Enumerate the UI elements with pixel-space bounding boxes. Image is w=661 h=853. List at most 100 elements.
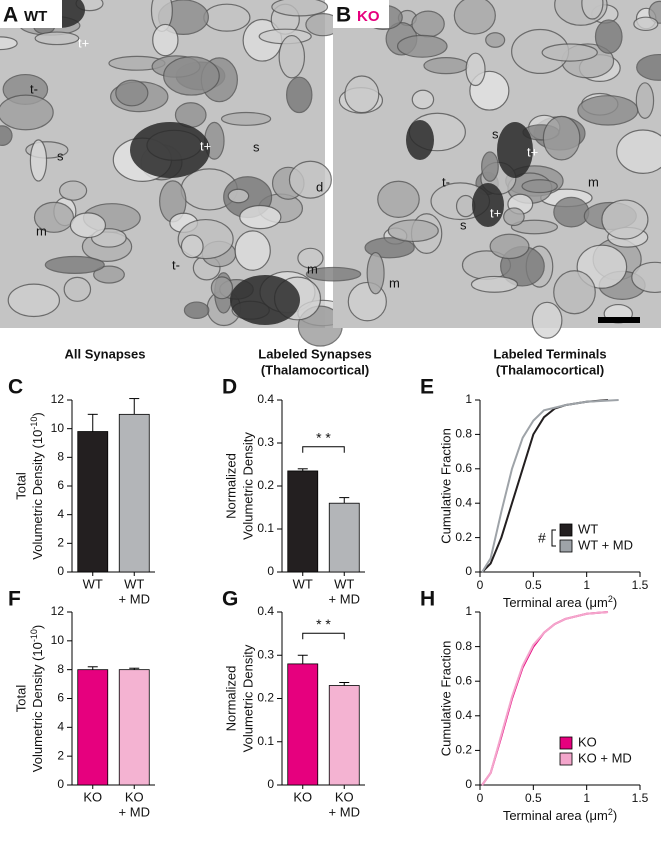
x-tick-label: KO bbox=[335, 789, 354, 804]
texture bbox=[210, 276, 234, 300]
bar bbox=[328, 502, 360, 573]
panel-letter: E bbox=[420, 376, 434, 399]
y-tick-label: 0.3 bbox=[257, 435, 274, 449]
texture bbox=[631, 261, 661, 294]
y-axis-label: Volumetric Density (10-10) bbox=[29, 412, 45, 559]
texture bbox=[7, 283, 61, 318]
label-part: Volumetric Density (10 bbox=[30, 430, 45, 560]
texture bbox=[69, 212, 107, 239]
texture bbox=[510, 219, 559, 235]
scale-bar bbox=[598, 317, 640, 323]
y-axis-label: Normalized bbox=[223, 453, 238, 519]
legend-label: WT + MD bbox=[578, 537, 633, 552]
x-tick-label: WT bbox=[83, 576, 103, 591]
bar bbox=[77, 669, 109, 786]
x-tick-label: 0 bbox=[477, 791, 484, 805]
texture bbox=[152, 23, 179, 57]
y-tick-label: 0.6 bbox=[455, 461, 472, 475]
legend-swatch bbox=[559, 736, 573, 750]
texture bbox=[542, 115, 581, 161]
em-label: m bbox=[36, 223, 47, 238]
panel-letter: C bbox=[8, 376, 23, 399]
bar bbox=[77, 431, 109, 573]
texture bbox=[33, 201, 75, 233]
em-label: t+ bbox=[78, 35, 89, 50]
label-part: Terminal area (μm bbox=[503, 808, 608, 823]
label-part: -10 bbox=[29, 629, 39, 642]
y-tick-label: 0 bbox=[465, 777, 472, 791]
texture bbox=[29, 139, 48, 182]
column-title: (Thalamocortical) bbox=[496, 362, 604, 377]
texture bbox=[453, 0, 496, 35]
y-tick-label: 10 bbox=[51, 633, 65, 647]
y-tick-label: 8 bbox=[57, 662, 64, 676]
x-tick-label: 0.5 bbox=[525, 791, 542, 805]
texture bbox=[411, 89, 435, 110]
terminal bbox=[497, 122, 533, 178]
texture bbox=[577, 95, 639, 126]
texture bbox=[183, 301, 210, 319]
texture bbox=[0, 36, 18, 51]
y-tick-label: 0 bbox=[465, 564, 472, 578]
panel-letter: D bbox=[222, 376, 237, 399]
texture bbox=[377, 180, 420, 218]
y-tick-label: 0.2 bbox=[455, 530, 472, 544]
y-tick-label: 0 bbox=[267, 564, 274, 578]
bar bbox=[328, 685, 360, 786]
texture bbox=[297, 247, 324, 269]
texture bbox=[305, 266, 362, 282]
y-tick-label: 2 bbox=[57, 748, 64, 762]
legend-label: KO bbox=[578, 734, 597, 749]
texture bbox=[63, 276, 92, 302]
y-axis-label: Cumulative Fraction bbox=[438, 641, 453, 757]
y-tick-label: 0.8 bbox=[455, 639, 472, 653]
texture bbox=[485, 32, 506, 48]
y-axis-label: Volumetric Density bbox=[240, 644, 255, 752]
panel-letter: A bbox=[3, 4, 18, 27]
texture bbox=[541, 43, 598, 62]
terminal bbox=[230, 275, 300, 325]
column-title: Labeled Terminals bbox=[493, 346, 606, 361]
y-tick-label: 2 bbox=[57, 536, 64, 550]
y-tick-label: 0 bbox=[57, 564, 64, 578]
legend-swatch bbox=[559, 752, 573, 766]
bar bbox=[287, 470, 319, 573]
x-tick-label: WT bbox=[334, 576, 354, 591]
texture bbox=[531, 301, 563, 339]
em-label: s bbox=[57, 148, 64, 163]
texture bbox=[278, 34, 306, 79]
y-tick-label: 4 bbox=[57, 507, 64, 521]
x-tick-label: WT bbox=[124, 576, 144, 591]
texture bbox=[271, 0, 329, 17]
label-part: Volumetric Density (10 bbox=[30, 642, 45, 772]
em-label: t+ bbox=[490, 205, 501, 220]
significance-bracket bbox=[302, 632, 345, 640]
y-axis-label: Volumetric Density bbox=[240, 432, 255, 540]
panel-letter: B bbox=[336, 4, 351, 27]
y-tick-label: 0.4 bbox=[455, 708, 472, 722]
label-box bbox=[333, 0, 389, 28]
label-part: ) bbox=[30, 625, 45, 629]
y-tick-label: 0.1 bbox=[257, 521, 274, 535]
x-tick-label: 1.5 bbox=[632, 578, 649, 592]
y-tick-label: 1 bbox=[465, 604, 472, 618]
legend-label: KO + MD bbox=[578, 750, 632, 765]
texture bbox=[288, 160, 332, 199]
texture bbox=[93, 265, 125, 284]
y-tick-label: 0 bbox=[57, 777, 64, 791]
legend-swatch bbox=[559, 523, 573, 537]
em-label: s bbox=[460, 217, 467, 232]
y-tick-label: 6 bbox=[57, 691, 64, 705]
x-tick-label: 1.5 bbox=[632, 791, 649, 805]
y-tick-label: 10 bbox=[51, 421, 65, 435]
em-label: t+ bbox=[527, 144, 538, 159]
panel-letter: H bbox=[420, 588, 435, 611]
texture bbox=[58, 180, 88, 201]
texture bbox=[465, 52, 486, 87]
texture bbox=[239, 204, 282, 230]
x-tick-label: 0 bbox=[477, 578, 484, 592]
bar bbox=[118, 669, 150, 786]
x-tick-label: + MD bbox=[119, 804, 150, 819]
y-tick-label: 12 bbox=[51, 604, 65, 618]
